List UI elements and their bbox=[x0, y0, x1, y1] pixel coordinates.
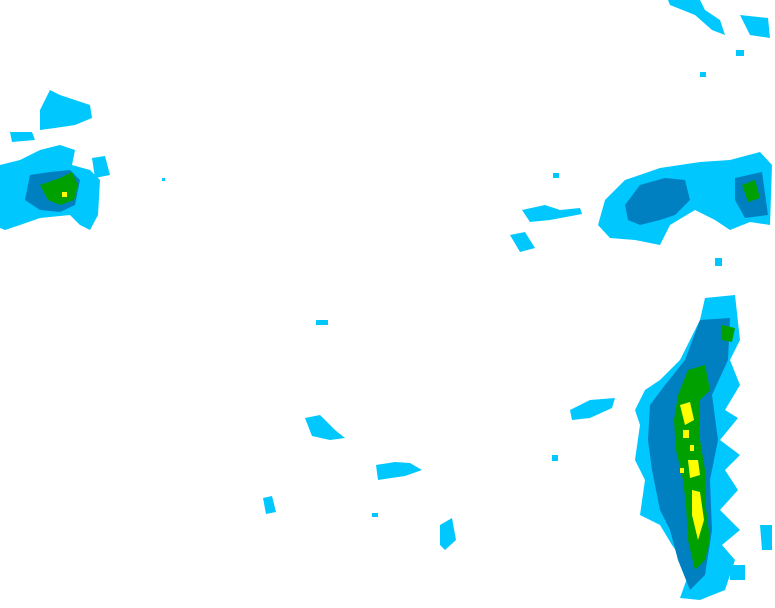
echo-intense bbox=[62, 192, 704, 540]
